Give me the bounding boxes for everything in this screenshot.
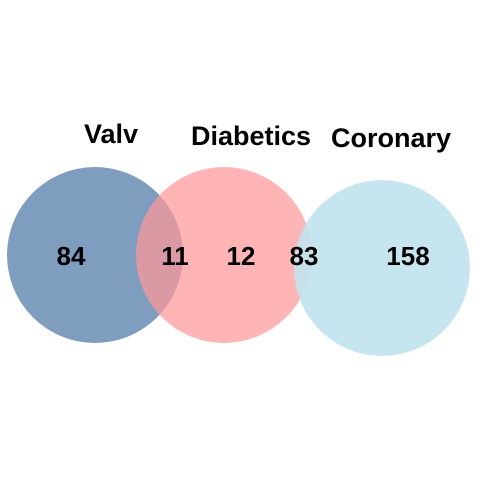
valv-circle bbox=[7, 167, 183, 343]
coronary-circle bbox=[294, 180, 470, 356]
valv-set-label: Valv bbox=[84, 119, 138, 149]
coronary-only-count: 158 bbox=[386, 241, 429, 271]
valv-only-count: 84 bbox=[57, 241, 86, 271]
diabetics-circle bbox=[136, 167, 312, 343]
diabetics-set-label: Diabetics bbox=[191, 121, 311, 151]
diabetics-coronary-count: 83 bbox=[290, 241, 319, 271]
valv-diabetics-count: 11 bbox=[161, 241, 189, 271]
coronary-set-label: Coronary bbox=[331, 123, 451, 153]
diabetics-only-count: 12 bbox=[227, 241, 256, 271]
